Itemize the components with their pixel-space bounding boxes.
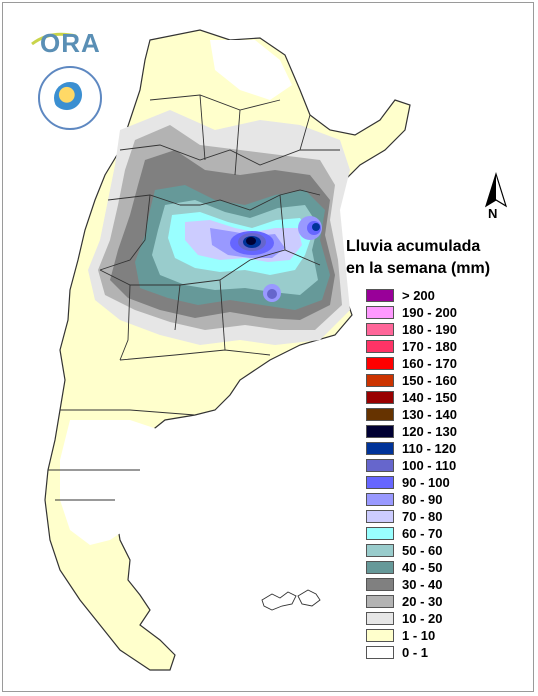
legend-swatch: [366, 493, 394, 506]
legend-swatch: [366, 629, 394, 642]
legend-swatch: [366, 306, 394, 319]
legend-swatch: [366, 289, 394, 302]
legend-label: 130 - 140: [402, 407, 457, 422]
legend-swatch: [366, 340, 394, 353]
zone-90-100-south: [267, 289, 277, 299]
legend-item: 170 - 180: [366, 338, 516, 355]
legend-item: 140 - 150: [366, 389, 516, 406]
legend-label: 40 - 50: [402, 560, 443, 575]
legend-item: > 200: [366, 287, 516, 304]
legend-label: 0 - 1: [402, 645, 429, 660]
legend-label: 170 - 180: [402, 339, 457, 354]
north-label: N: [488, 206, 498, 221]
legend-swatch: [366, 646, 394, 659]
legend-label: 140 - 150: [402, 390, 457, 405]
north-arrow-icon: [484, 172, 508, 208]
legend-item: 0 - 1: [366, 644, 516, 661]
legend-item: 70 - 80: [366, 508, 516, 525]
legend-item: 40 - 50: [366, 559, 516, 576]
legend-item: 150 - 160: [366, 372, 516, 389]
legend-label: 20 - 30: [402, 594, 443, 609]
legend-label: 110 - 120: [402, 441, 457, 456]
legend-label: 180 - 190: [402, 322, 457, 337]
legend-item: 10 - 20: [366, 610, 516, 627]
legend-label: 160 - 170: [402, 356, 457, 371]
ora-logo: [30, 24, 110, 60]
legend-item: 80 - 90: [366, 491, 516, 508]
legend-item: 190 - 200: [366, 304, 516, 321]
legend-item: 1 - 10: [366, 627, 516, 644]
legend-swatch: [366, 544, 394, 557]
smn-seal-logo: [38, 66, 102, 130]
legend-swatch: [366, 595, 394, 608]
legend-item: 120 - 130: [366, 423, 516, 440]
legend-label: 60 - 70: [402, 526, 443, 541]
legend-label: 150 - 160: [402, 373, 457, 388]
legend-item: 60 - 70: [366, 525, 516, 542]
legend-item: 160 - 170: [366, 355, 516, 372]
zone-dry-north: [210, 40, 292, 100]
province-boundaries: [48, 94, 340, 501]
legend-swatch: [366, 323, 394, 336]
legend-swatch: [366, 374, 394, 387]
legend-swatch: [366, 476, 394, 489]
legend-label: 100 - 110: [402, 458, 457, 473]
legend-swatch: [366, 391, 394, 404]
legend-item: 30 - 40: [366, 576, 516, 593]
legend-item: 100 - 110: [366, 457, 516, 474]
legend-label: 50 - 60: [402, 543, 443, 558]
legend-swatch: [366, 442, 394, 455]
legend: > 200 190 - 200 180 - 190 170 - 180 160 - 17…: [366, 287, 516, 661]
legend-item: 110 - 120: [366, 440, 516, 457]
legend-swatch: [366, 561, 394, 574]
legend-item: 180 - 190: [366, 321, 516, 338]
legend-swatch: [366, 612, 394, 625]
malvinas-islands: [261, 589, 321, 611]
legend-item: 130 - 140: [366, 406, 516, 423]
legend-item: 90 - 100: [366, 474, 516, 491]
legend-title-line2: en la semana (mm): [346, 260, 491, 277]
legend-title-line1: Lluvia acumulada: [346, 238, 481, 255]
legend-label: 10 - 20: [402, 611, 443, 626]
legend-label: 70 - 80: [402, 509, 443, 524]
seal-emblem-icon: [54, 82, 86, 114]
ora-swoosh-icon: [31, 32, 77, 46]
legend-label: > 200: [402, 288, 435, 303]
legend-label: 120 - 130: [402, 424, 457, 439]
zone-120-130: [246, 237, 256, 245]
legend-item: 20 - 30: [366, 593, 516, 610]
legend-label: 90 - 100: [402, 475, 450, 490]
ora-logo-text: ORA: [40, 28, 101, 58]
zone-dry-south: [60, 420, 250, 545]
legend-label: 80 - 90: [402, 492, 443, 507]
legend-label: 30 - 40: [402, 577, 443, 592]
legend-swatch: [366, 459, 394, 472]
legend-swatch: [366, 425, 394, 438]
legend-swatch: [366, 408, 394, 421]
legend-swatch: [366, 357, 394, 370]
legend-title: Lluvia acumulada en la semana (mm): [346, 236, 526, 280]
legend-label: 1 - 10: [402, 628, 436, 643]
zone-110-120-east: [312, 223, 320, 231]
legend-swatch: [366, 578, 394, 591]
legend-item: 50 - 60: [366, 542, 516, 559]
legend-swatch: [366, 527, 394, 540]
legend-label: 190 - 200: [402, 305, 457, 320]
legend-swatch: [366, 510, 394, 523]
